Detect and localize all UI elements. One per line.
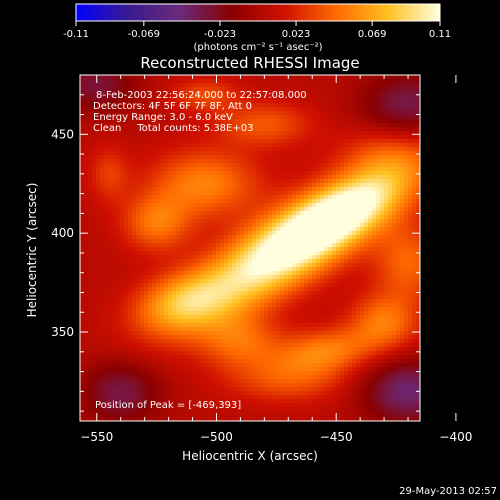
colorbar-strip [75,3,441,22]
info-energy-range: Energy Range: 3.0 - 6.0 keV [93,112,233,123]
x-tick-label: −550 [80,430,113,444]
info-detectors: Detectors: 4F 5F 6F 7F 8F, Att 0 [93,101,252,112]
colorbar-units: (photons cm⁻² s⁻¹ asec⁻²) [193,42,322,53]
colorbar-tick-label: -0.11 [63,29,89,40]
peak-position-label: Position of Peak = [-469,393] [95,400,241,411]
footer-timestamp: 29-May-2013 02:57 [399,486,497,497]
y-tick-label: 350 [51,325,74,339]
x-tick-label: −400 [439,430,472,444]
x-tick-label: −450 [320,430,353,444]
y-axis: 350 400 450 [51,74,420,412]
plot-frame [79,74,421,422]
colorbar-tick-label: -0.023 [204,29,236,40]
y-tick-label: 450 [51,127,74,141]
colorbar-tick-label: -0.069 [128,29,160,40]
y-tick-label: 400 [51,226,74,240]
chart-title: Reconstructed RHESSI Image [140,54,359,72]
colorbar-tick-label: 0.023 [282,29,311,40]
colorbar: -0.11 -0.069 -0.023 0.023 0.069 0.11 (photons… [63,3,451,53]
heatmap-image [80,75,420,421]
x-tick-label: −500 [200,430,233,444]
y-axis-label: Heliocentric Y (arcsec) [25,183,39,318]
info-clean-counts: Clean Total counts: 5.38E+03 [93,123,253,134]
x-axis: −550 −500 −450 −400 [80,75,472,444]
x-axis-label: Heliocentric X (arcsec) [182,449,318,463]
colorbar-ticks: -0.11 -0.069 -0.023 0.023 0.069 0.11 [63,21,451,40]
observation-info: 8-Feb-2003 22:56:24.000 to 22:57:08.000 … [93,90,307,134]
colorbar-tick-label: 0.069 [358,29,387,40]
colorbar-tick-label: 0.11 [429,29,451,40]
info-time-range: 8-Feb-2003 22:56:24.000 to 22:57:08.000 [96,90,307,101]
